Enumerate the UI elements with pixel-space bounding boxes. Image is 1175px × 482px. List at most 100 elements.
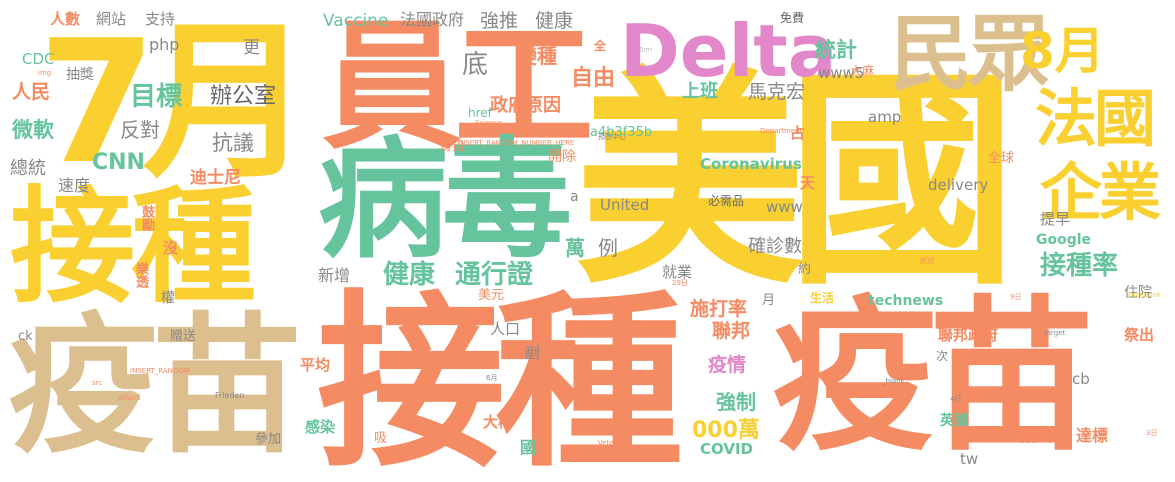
word-tw: tw	[960, 450, 979, 468]
word-mini-l: img	[38, 69, 52, 77]
word-www: www	[766, 198, 803, 216]
word-makehong: 馬克宏	[748, 81, 806, 103]
word-bingdu: 病毒	[318, 124, 572, 276]
word-google: Google	[1036, 232, 1092, 248]
word-mini-f: Frieden	[215, 391, 245, 400]
word-vaccine: Vaccine	[323, 11, 389, 31]
word-mini-e: Tom	[638, 46, 653, 54]
word-shangban: 上班	[682, 81, 718, 102]
word-mini-k: _blank	[882, 377, 905, 385]
word-zengsong: 贈送	[170, 329, 197, 344]
word-mini-d: Department	[760, 127, 803, 135]
word-mei: 沒	[161, 240, 179, 255]
word-php: php	[149, 35, 180, 54]
word-yue2: 月	[762, 293, 776, 308]
word-coronavirus: Coronavirus	[700, 155, 802, 173]
word-lianbangzhengfu: 聯邦政府	[938, 326, 999, 344]
word-covid: COVID	[700, 440, 753, 458]
word-cb: cb	[1072, 370, 1090, 388]
word-tiqian: 提早	[1040, 210, 1071, 228]
word-wan: 萬	[565, 236, 585, 260]
word-geng: 更	[243, 38, 260, 58]
word-yuangong: 員工	[322, 6, 594, 169]
word-renkou: 人口	[490, 320, 521, 338]
word-xinzeng: 新增	[318, 266, 351, 285]
word-tongxingzheng: 通行證	[455, 260, 534, 290]
word-bayue: 8月	[1020, 22, 1105, 80]
word-a4b: a4b3f35b	[590, 125, 653, 140]
word-yuanyin: 原因	[525, 95, 561, 116]
word-canjia: 參加	[255, 432, 282, 447]
word-wangzhan: 網站	[96, 10, 127, 28]
word-yue: 約	[798, 262, 812, 277]
word-mini-a-vis: INSERT_RANDOM_NUMBER_HERE	[458, 139, 575, 147]
word-zhan: 占	[790, 124, 806, 142]
word-tongji: 統計	[815, 38, 857, 62]
word-jichu: 祭出	[1124, 326, 1155, 344]
word-mini-j: target	[1044, 329, 1066, 337]
word-renshu: 人數	[50, 10, 81, 28]
word-weiruan: 微軟	[12, 118, 54, 142]
word-sudu: 速度	[58, 176, 91, 195]
word-yimiao-left: 疫苗	[8, 300, 302, 474]
word-mini-h: Veterans	[598, 439, 629, 447]
word-cnn: CNN	[92, 150, 145, 175]
word-yimiao-right: 疫苗	[772, 281, 1094, 473]
word-dabang: 大棒	[483, 413, 514, 431]
word-qiye: 企業	[1040, 156, 1161, 229]
word-ci: 次	[936, 349, 949, 363]
word-meiguo: 美國	[575, 49, 1017, 316]
word-mini-t: 新冠	[920, 257, 934, 265]
word-mianfei: 免費	[780, 11, 805, 25]
word-quan: 權	[159, 290, 175, 304]
word-mini-m: src	[92, 379, 103, 387]
word-faguo: 法國	[1035, 82, 1156, 155]
word-meiyuan: 美元	[478, 288, 505, 303]
word-mini-r: 9日	[1010, 293, 1022, 301]
word-ziyou: 自由	[571, 66, 616, 91]
word-zhichu: 指出	[1020, 426, 1053, 445]
word-mini-n: 29日	[672, 279, 688, 287]
word-quezhenshu: 確診數	[748, 236, 802, 257]
word-mini-i: Facebook	[1128, 291, 1161, 299]
word-href: href	[468, 106, 492, 120]
word-zhichi: 支持	[145, 10, 176, 28]
word-shidalv: 施打率	[690, 298, 748, 320]
word-faguozhengfu: 法國政府	[400, 10, 465, 29]
word-bianzhong: 變種	[517, 44, 557, 68]
word-zongtong: 總統	[10, 158, 46, 179]
word-qizhao: 奇招	[440, 139, 465, 153]
word-a: a	[570, 189, 579, 205]
word-mini-c: Science	[475, 119, 503, 127]
word-damai: 大麻	[850, 64, 875, 78]
word-cdc: CDC	[22, 50, 55, 68]
word-mian: 剷	[523, 345, 541, 360]
word-quan2: 全	[594, 39, 607, 53]
word-yingguo: 英國	[940, 413, 968, 429]
word-united: United	[600, 196, 650, 214]
word-renmin: 人民	[12, 81, 51, 103]
word-li: 例	[598, 236, 618, 260]
word-zhuyuan: 住院	[1124, 285, 1152, 301]
word-jiezhong-big: 接種	[317, 274, 683, 482]
word-mini-p: 4日	[950, 395, 962, 403]
word-jiankang: 健康	[383, 260, 436, 290]
word-shenghuo: 生活	[810, 291, 835, 305]
word-ganran: 感染	[305, 418, 336, 436]
word-guli: 鼓勵	[139, 205, 154, 231]
word-jiankang2: 健康	[535, 10, 574, 32]
word-letou: 樂透	[133, 262, 148, 288]
word-amp: amp	[868, 108, 902, 126]
word-lianbang: 聯邦	[712, 320, 751, 342]
word-quanqiu: 全球	[988, 151, 1015, 166]
word-qiyue: 7月	[38, 4, 312, 202]
word-mubiao: 目標	[130, 82, 183, 112]
word-tian: 天	[800, 174, 816, 192]
word-www5: www5	[818, 64, 865, 82]
word-wan000: 000萬	[692, 418, 760, 443]
word-choujiang: 抽獎	[66, 67, 94, 83]
word-technews: technews	[868, 293, 944, 309]
word-dishini: 迪士尼	[190, 168, 241, 188]
word-yiqing: 疫情	[708, 354, 747, 376]
word-fandui: 反對	[120, 118, 160, 142]
